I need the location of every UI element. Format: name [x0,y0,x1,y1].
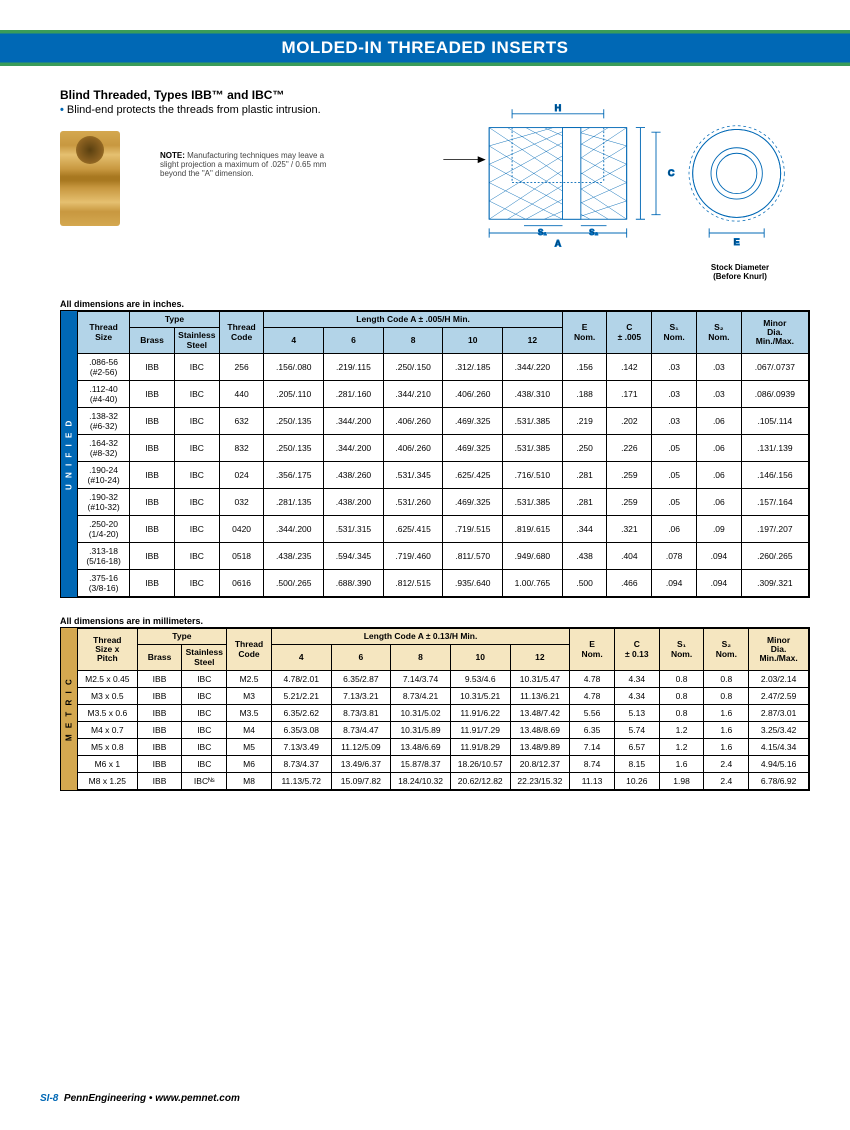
svg-text:C: C [668,168,675,178]
table-row: .190-24 (#10-24)IBBIBC024 .356/.175.438/… [78,462,809,489]
svg-text:S₂: S₂ [589,228,599,237]
bullet-1: Blind-end protects the threads from plas… [60,104,410,116]
table-row: .138-32 (#6-32)IBBIBC632 .250/.135.344/.… [78,408,809,435]
note-text: NOTE: Manufacturing techniques may leave… [160,151,330,178]
metric-table: Thread Size x Pitch Type Thread Code Len… [77,628,809,790]
table1-side-tab: U N I F I E D [61,311,77,597]
table2-caption: All dimensions are in millimeters. [60,616,810,626]
table-row: .190-32 (#10-32)IBBIBC032 .281/.135.438/… [78,489,809,516]
table-row: M6 x 1IBBIBCM6 8.73/4.3713.49/6.3715.87/… [78,756,809,773]
page-footer: SI-8 PennEngineering • www.pemnet.com [40,1093,240,1104]
table-row: .313-18 (5/16-18)IBBIBC0518 .438/.235.59… [78,543,809,570]
unified-table: Thread Size Type Thread Code Length Code… [77,311,809,597]
svg-text:S₁: S₁ [538,228,548,237]
table-row: .250-20 (1/4-20)IBBIBC0420 .344/.200.531… [78,516,809,543]
table-row: M3.5 x 0.6IBBIBCM3.5 6.35/2.628.73/3.811… [78,705,809,722]
table1-caption: All dimensions are in inches. [60,299,810,309]
page-header: MOLDED-IN THREADED INSERTS [0,30,850,66]
stock-diameter-label: Stock Diameter (Before Knurl) [675,263,805,281]
svg-text:E: E [734,237,740,247]
table-row: .112-40 (#4-40)IBBIBC440 .205/.110.281/.… [78,381,809,408]
table-row: .164-32 (#8-32)IBBIBC832 .250/.135.344/.… [78,435,809,462]
section-title: Blind Threaded, Types IBB™ and IBC™ [60,88,410,102]
svg-text:H: H [555,103,562,113]
table-row: .086-56 (#2-56)IBBIBC256 .156/.080.219/.… [78,354,809,381]
technical-diagram: H C A S₁ S₂ [425,98,810,281]
table-row: M2.5 x 0.45IBBIBCM2.5 4.78/2.016.35/2.87… [78,671,809,688]
table2-side-tab: M E T R I C [61,628,77,790]
table-row: M8 x 1.25IBBIBCᴺˢM8 11.13/5.7215.09/7.82… [78,773,809,790]
product-photo [60,131,120,226]
svg-text:A: A [555,239,562,249]
table-row: M3 x 0.5IBBIBCM3 5.21/2.217.13/3.218.73/… [78,688,809,705]
table-row: M5 x 0.8IBBIBCM5 7.13/3.4911.12/5.0913.4… [78,739,809,756]
table-row: .375-16 (3/8-16)IBBIBC0616 .500/.265.688… [78,570,809,597]
table-row: M4 x 0.7IBBIBCM4 6.35/3.088.73/4.4710.31… [78,722,809,739]
